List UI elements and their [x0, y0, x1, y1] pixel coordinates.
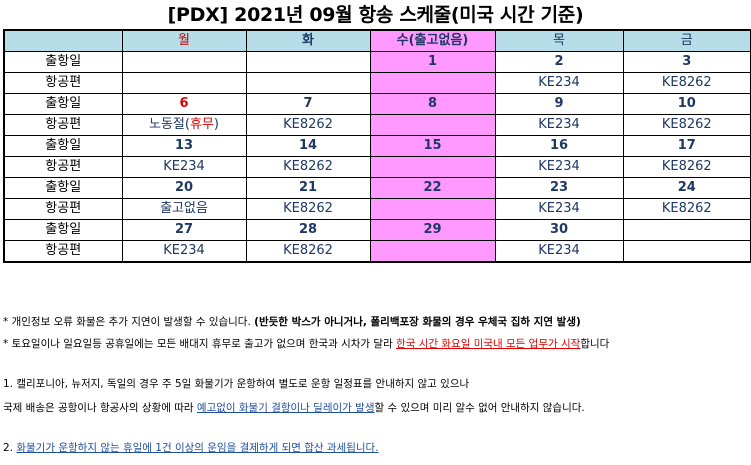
note-2-end: 합니다: [580, 338, 610, 350]
date-cell: 24: [622, 177, 751, 199]
date-cell: 2: [494, 51, 624, 73]
flight-cell: KE234: [494, 156, 624, 178]
date-cell: 7: [245, 93, 371, 115]
note-5: 2. 화물기가 운항하지 않는 휴일에 1건 이상의 운임을 결제하게 되면 합…: [3, 441, 379, 455]
flight-cell: [245, 72, 371, 94]
flight-cell: KE8262: [245, 240, 371, 263]
holiday-name: 노동절(: [149, 117, 190, 132]
flight-cell: [121, 72, 247, 94]
note-5-number: 2.: [3, 442, 17, 454]
note-2: * 토요일이나 일요일등 공휴일에는 모든 배대지 휴무로 출고가 없으며 한국…: [3, 337, 609, 351]
date-cell: 13: [121, 135, 247, 157]
date-cell: 9: [494, 93, 624, 115]
note-3: 1. 캘리포니아, 뉴저지, 독일의 경우 주 5일 화물기가 운항하여 별도로…: [3, 378, 470, 390]
flight-cell: [369, 114, 496, 136]
flight-cell: KE234: [494, 240, 624, 263]
date-cell: 27: [121, 219, 247, 241]
ship-day-row: 출항일 1 2 3: [3, 51, 751, 73]
note-1-text: * 개인정보 오류 화물은 추가 지연이 발생할 수 있습니다.: [3, 316, 255, 328]
row-label-ship-day: 출항일: [3, 219, 123, 241]
row-label-flight: 항공편: [3, 198, 123, 220]
flight-row: 항공편 출고없음 KE8262 KE234 KE8262: [3, 198, 751, 220]
date-cell: 3: [622, 51, 751, 73]
date-cell: [622, 219, 751, 241]
flight-cell-holiday: 노동절(휴무): [121, 114, 247, 136]
date-cell: 8: [369, 93, 496, 115]
note-4: 국제 배송은 공항이나 항공사의 상황에 따라 예고없이 화물기 결항이나 딜레…: [3, 401, 585, 415]
ship-day-row: 출항일 13 14 15 16 17: [3, 135, 751, 157]
date-cell: 21: [245, 177, 371, 199]
flight-cell: [369, 72, 496, 94]
date-cell: [121, 51, 247, 73]
note-4-text: 국제 배송은 공항이나 항공사의 상황에 따라: [3, 402, 197, 414]
schedule-table: 월 화 수(출고없음) 목 금 출항일 1 2 3 항공편 KE234 KE82…: [3, 29, 751, 263]
date-cell: 10: [622, 93, 751, 115]
flight-cell: KE8262: [245, 114, 371, 136]
date-cell: 29: [369, 219, 496, 241]
date-cell: 30: [494, 219, 624, 241]
header-corner: [3, 29, 123, 52]
note-2-highlight: 한국 시간 화요일 미국내 모든 업무가 시작: [396, 338, 581, 350]
ship-day-row: 출항일 20 21 22 23 24: [3, 177, 751, 199]
header-tue: 화: [245, 29, 371, 52]
row-label-flight: 항공편: [3, 240, 123, 263]
row-label-flight: 항공편: [3, 114, 123, 136]
date-cell: 17: [622, 135, 751, 157]
note-1: * 개인정보 오류 화물은 추가 지연이 발생할 수 있습니다. (반듯한 박스…: [3, 315, 581, 329]
header-thu: 목: [494, 29, 624, 52]
date-cell: 14: [245, 135, 371, 157]
ship-day-row: 출항일 6 7 8 9 10: [3, 93, 751, 115]
flight-row: 항공편 KE234 KE8262: [3, 72, 751, 94]
holiday-closed-label: 휴무: [189, 117, 214, 132]
date-cell: 22: [369, 177, 496, 199]
header-mon: 월: [121, 29, 247, 52]
date-cell: [245, 51, 371, 73]
row-label-flight: 항공편: [3, 72, 123, 94]
no-shipment-cell: 출고없음: [121, 198, 247, 220]
row-label-flight: 항공편: [3, 156, 123, 178]
flight-cell: KE234: [121, 240, 247, 263]
flight-cell: KE8262: [245, 198, 371, 220]
header-row: 월 화 수(출고없음) 목 금: [3, 29, 751, 52]
date-cell: 28: [245, 219, 371, 241]
date-cell: 23: [494, 177, 624, 199]
flight-cell: [622, 240, 751, 263]
flight-cell: KE8262: [622, 72, 751, 94]
page-title: [PDX] 2021년 09월 항송 스케줄(미국 시간 기준): [167, 4, 584, 26]
date-cell: 16: [494, 135, 624, 157]
note-5-highlight: 화물기가 운항하지 않는 휴일에 1건 이상의 운임을 결제하게 되면 합산 과…: [16, 442, 379, 454]
row-label-ship-day: 출항일: [3, 177, 123, 199]
note-4-highlight: 예고없이 화물기 결항이나 딜레이가 발생: [196, 402, 375, 414]
ship-day-row: 출항일 27 28 29 30: [3, 219, 751, 241]
flight-cell: [369, 156, 496, 178]
flight-cell: [369, 240, 496, 263]
date-cell: 6: [121, 93, 247, 115]
flight-cell: KE8262: [622, 198, 751, 220]
row-label-ship-day: 출항일: [3, 51, 123, 73]
date-cell: 1: [369, 51, 496, 73]
flight-cell: KE234: [494, 198, 624, 220]
flight-cell: KE234: [494, 72, 624, 94]
flight-cell: KE8262: [245, 156, 371, 178]
flight-row: 항공편 노동절(휴무) KE8262 KE234 KE8262: [3, 114, 751, 136]
flight-row: 항공편 KE234 KE8262 KE234: [3, 240, 751, 263]
header-wed: 수(출고없음): [369, 29, 496, 52]
row-label-ship-day: 출항일: [3, 93, 123, 115]
row-label-ship-day: 출항일: [3, 135, 123, 157]
note-1-bold: (반듯한 박스가 아니거나, 폴리백포장 화물의 경우 우체국 집하 지연 발생…: [254, 316, 581, 328]
flight-cell: [369, 198, 496, 220]
header-fri: 금: [622, 29, 751, 52]
flight-cell: KE234: [121, 156, 247, 178]
note-4-end: 할 수 있으며 미리 알수 없어 안내하지 않습니다.: [374, 402, 585, 414]
flight-cell: KE8262: [622, 156, 751, 178]
note-2-text: * 토요일이나 일요일등 공휴일에는 모든 배대지 휴무로 출고가 없으며 한국…: [3, 338, 397, 350]
flight-cell: KE234: [494, 114, 624, 136]
flight-row: 항공편 KE234 KE8262 KE234 KE8262: [3, 156, 751, 178]
date-cell: 15: [369, 135, 496, 157]
holiday-close-paren: ): [213, 117, 219, 132]
flight-cell: KE8262: [622, 114, 751, 136]
date-cell: 20: [121, 177, 247, 199]
